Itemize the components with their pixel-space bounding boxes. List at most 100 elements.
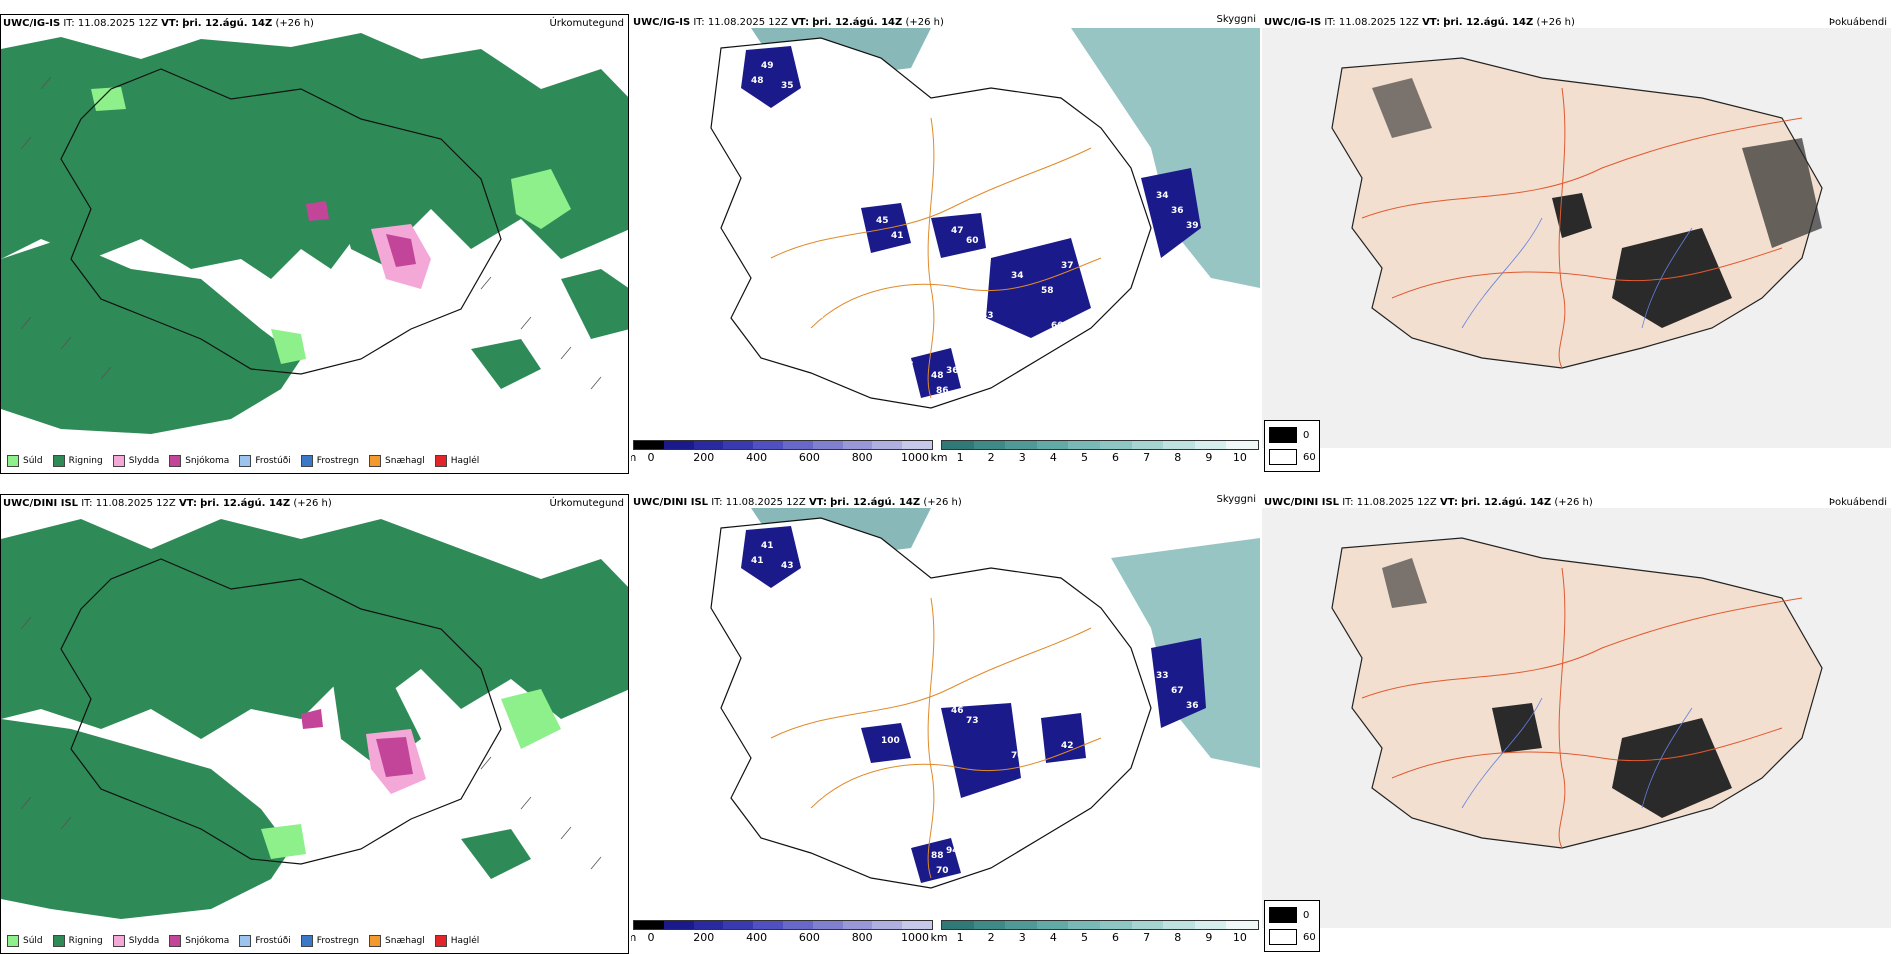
ceiling-number: 88: [796, 96, 809, 106]
visibility-tick-label: 7: [1143, 931, 1151, 944]
ceiling-colorbar: m02004006008001000: [631, 920, 933, 948]
visibility-colorbar: km 1 2 3 4 5 6 7 8 9 10: [930, 440, 1259, 468]
ceiling-number: 30: [861, 801, 874, 811]
ceiling-tick-label: 200: [693, 931, 715, 944]
visibility-tick-label: 9: [1205, 931, 1213, 944]
ceiling-number: 47: [901, 361, 914, 371]
legend-item-slydda: Slydda: [112, 935, 159, 947]
ceiling-number: 38: [901, 841, 914, 851]
fog-map: [1262, 508, 1891, 928]
ceiling-number: 34: [1156, 191, 1169, 201]
ceiling-number: 30: [781, 271, 794, 281]
ceiling-number: 48: [931, 371, 944, 381]
ceiling-number: 70: [861, 321, 874, 331]
ceiling-number: 70: [936, 866, 949, 876]
ceiling-number: 88: [931, 851, 944, 861]
ceiling-number: 107: [876, 696, 895, 706]
panel-title: Þokuábendi: [1828, 17, 1887, 28]
panel-title: Skyggni: [1216, 494, 1256, 505]
ceiling-tick-label: 0: [647, 451, 655, 464]
panel-header: UWC/IG-IS IT: 11.08.2025 12Z VT: þri. 12…: [1264, 17, 1575, 28]
ceiling-tick-label: 800: [851, 451, 873, 464]
ceiling-number: 46: [891, 711, 904, 721]
legend-item-hagel: Haglél: [434, 935, 479, 947]
ceiling-number: 58: [811, 791, 824, 801]
panel-header: UWC/IG-IS IT: 11.08.2025 12Z VT: þri. 12…: [3, 18, 314, 29]
ceiling-visibility-panel-row1: UWC/IG-IS IT: 11.08.2025 12Z VT: þri. 12…: [631, 14, 1260, 474]
legend-item-rigning: Rigning: [52, 455, 103, 467]
ceiling-number: 60: [1051, 321, 1064, 331]
fog-legend: 0 60: [1264, 420, 1320, 472]
legend-item-sud: Súld: [7, 935, 43, 947]
visibility-tick-label: 7: [1143, 451, 1151, 464]
visibility-tick-label: 3: [1018, 931, 1026, 944]
ceiling-number: 36: [1171, 206, 1184, 216]
panel-header: UWC/IG-IS IT: 11.08.2025 12Z VT: þri. 12…: [633, 17, 944, 28]
visibility-tick-label: 5: [1080, 451, 1088, 464]
ceiling-number: 36: [741, 706, 754, 716]
visibility-tick-label: 6: [1112, 931, 1120, 944]
visibility-tick-label: 5: [1080, 931, 1088, 944]
fog-map: [1262, 28, 1891, 448]
ceiling-tick-label: 400: [746, 931, 768, 944]
legend-item-sud: Súld: [7, 455, 43, 467]
ceiling-number: 86: [936, 386, 949, 396]
ceiling-number: 94: [946, 846, 959, 856]
legend-item-snjokoma: Snjókoma: [169, 455, 229, 467]
visibility-tick-label: 2: [987, 451, 995, 464]
ceiling-number: 39: [1186, 221, 1199, 231]
ceiling-number: 33: [1156, 671, 1169, 681]
ceiling-tick-label: 400: [746, 451, 768, 464]
ceiling-number: 43: [981, 311, 994, 321]
visibility-tick-label: 10: [1232, 931, 1247, 944]
fog-panel-row1: UWC/IG-IS IT: 11.08.2025 12Z VT: þri. 12…: [1262, 14, 1891, 474]
ceiling-tick-label: 200: [693, 451, 715, 464]
panel-title: Þokuábendi: [1828, 497, 1887, 508]
ceiling-tick-label: 1000: [901, 931, 929, 944]
ceiling-tick-label: 600: [798, 931, 820, 944]
visibility-tick-label: 10: [1232, 451, 1247, 464]
visibility-tick-label: 8: [1174, 451, 1182, 464]
visibility-tick-label: 6: [1112, 451, 1120, 464]
ceiling-number: 45: [876, 216, 889, 226]
visibility-tick-label: 2: [987, 931, 995, 944]
ceiling-tick-label: 600: [798, 451, 820, 464]
ceiling-number: 41: [891, 231, 904, 241]
legend-item-frostregn: Frostregn: [300, 455, 359, 467]
ceiling-number: 70: [1011, 751, 1024, 761]
ceiling-number: 43: [781, 561, 794, 571]
ceiling-number: 58: [831, 291, 844, 301]
legend-item-frostudi: Frostúði: [239, 935, 291, 947]
ceiling-number: 73: [966, 716, 979, 726]
ceiling-tick-label: 0: [647, 931, 655, 944]
ceiling-number: 42: [1061, 741, 1074, 751]
ceiling-number: 41: [751, 556, 764, 566]
ceiling-number: 67: [1171, 686, 1184, 696]
legend-item-hagel: Haglél: [434, 455, 479, 467]
legend-item-snaehagl: Snæhagl: [369, 455, 425, 467]
ceiling-number: 60: [966, 236, 979, 246]
panel-title: Úrkomutegund: [549, 18, 624, 29]
visibility-tick-label: 4: [1049, 451, 1057, 464]
legend-item-frostudi: Frostúði: [239, 455, 291, 467]
legend-item-slydda: Slydda: [112, 455, 159, 467]
legend-item-snaehagl: Snæhagl: [369, 935, 425, 947]
ceiling-number: 29: [831, 821, 844, 831]
ceiling-colorbar: m02004006008001000: [631, 440, 933, 468]
ceiling-number: 36: [1186, 701, 1199, 711]
precip-map: [1, 29, 628, 449]
ceiling-number: 49: [761, 61, 774, 71]
fog-panel-row2: UWC/DINI ISL IT: 11.08.2025 12Z VT: þri.…: [1262, 494, 1891, 954]
legend-item-rigning: Rigning: [52, 935, 103, 947]
ceiling-tick-label: 800: [851, 931, 873, 944]
ceiling-number: 100: [881, 736, 900, 746]
ceiling-visibility-panel-row2: UWC/DINI ISL IT: 11.08.2025 12Z VT: þri.…: [631, 494, 1260, 954]
panel-title: Skyggni: [1216, 14, 1256, 25]
ceiling-number: 47: [951, 226, 964, 236]
visibility-tick-label: 8: [1174, 931, 1182, 944]
legend-item-frostregn: Frostregn: [300, 935, 359, 947]
ceiling-number: 46: [951, 706, 964, 716]
ceiling-number: 58: [1041, 286, 1054, 296]
visibility-tick-label: 1: [956, 931, 964, 944]
